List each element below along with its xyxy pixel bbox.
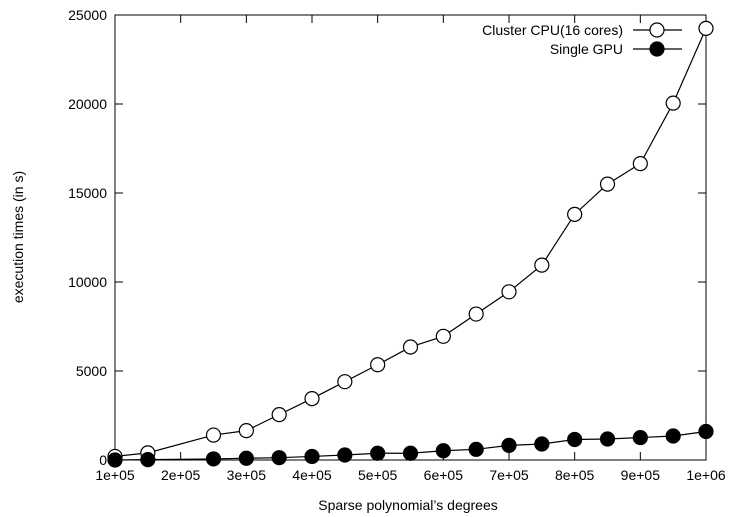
legend: Cluster CPU(16 cores) Single GPU	[482, 22, 682, 57]
y-axis-label: execution times (in s)	[10, 171, 26, 303]
y-tick-label: 0	[99, 452, 107, 468]
x-tick-label: 4e+05	[292, 467, 332, 483]
data-point	[107, 452, 123, 468]
data-point	[337, 374, 353, 390]
legend-label: Cluster CPU(16 cores)	[482, 22, 623, 38]
x-tick-label: 3e+05	[227, 467, 267, 483]
data-point	[665, 428, 681, 444]
x-tick-label: 7e+05	[489, 467, 529, 483]
data-point	[501, 284, 517, 300]
x-tick-label: 1e+05	[95, 467, 135, 483]
series-layer	[107, 20, 714, 468]
series-line	[114, 28, 707, 458]
data-point	[238, 450, 254, 466]
plot-area	[114, 14, 707, 461]
data-point	[567, 431, 583, 448]
x-tick-label: 1e+06	[686, 467, 726, 483]
y-tick-label: 20000	[68, 96, 107, 112]
x-tick-label: 6e+05	[424, 467, 464, 483]
data-point	[435, 443, 451, 459]
data-point	[304, 390, 320, 407]
y-tick-label: 15000	[68, 185, 107, 201]
legend-marker	[649, 41, 665, 57]
legend-label: Single GPU	[550, 41, 623, 57]
data-point	[632, 156, 648, 172]
x-axis-label: Sparse polynomial’s degrees	[318, 497, 498, 513]
data-point	[501, 437, 517, 454]
data-point	[205, 427, 222, 443]
data-point	[370, 445, 386, 461]
data-point	[468, 306, 484, 322]
data-point	[534, 436, 550, 452]
y-tick-label: 10000	[68, 274, 107, 290]
data-point	[402, 445, 419, 461]
data-point	[632, 429, 648, 446]
data-point	[271, 450, 287, 466]
y-tick-label: 5000	[76, 363, 107, 379]
data-point	[567, 206, 583, 222]
data-point	[534, 257, 550, 273]
series-single-gpu	[107, 423, 714, 468]
data-point	[337, 447, 353, 463]
data-point	[271, 407, 287, 423]
data-point	[665, 95, 681, 111]
data-point	[370, 357, 386, 373]
data-point	[698, 20, 714, 36]
data-point	[468, 441, 484, 457]
data-point	[140, 452, 156, 468]
axis-ticks: 1e+05 2e+05 3e+05 4e+05 5e+05 6e+05 7e+05 8e+05…	[68, 7, 726, 483]
x-tick-label: 8e+05	[555, 467, 595, 483]
x-tick-label: 9e+05	[621, 467, 661, 483]
x-tick-label: 2e+05	[161, 467, 201, 483]
data-point	[599, 176, 616, 192]
plot-border	[114, 14, 707, 461]
data-point	[402, 339, 419, 355]
data-point	[304, 448, 320, 465]
data-point	[238, 423, 254, 439]
data-point	[599, 431, 616, 447]
x-tick-label: 5e+05	[358, 467, 398, 483]
data-point	[435, 328, 451, 344]
series-cluster-cpu	[107, 20, 714, 465]
data-point	[205, 451, 222, 467]
y-tick-label: 25000	[68, 7, 107, 23]
data-point	[698, 423, 714, 440]
legend-marker	[649, 22, 665, 38]
